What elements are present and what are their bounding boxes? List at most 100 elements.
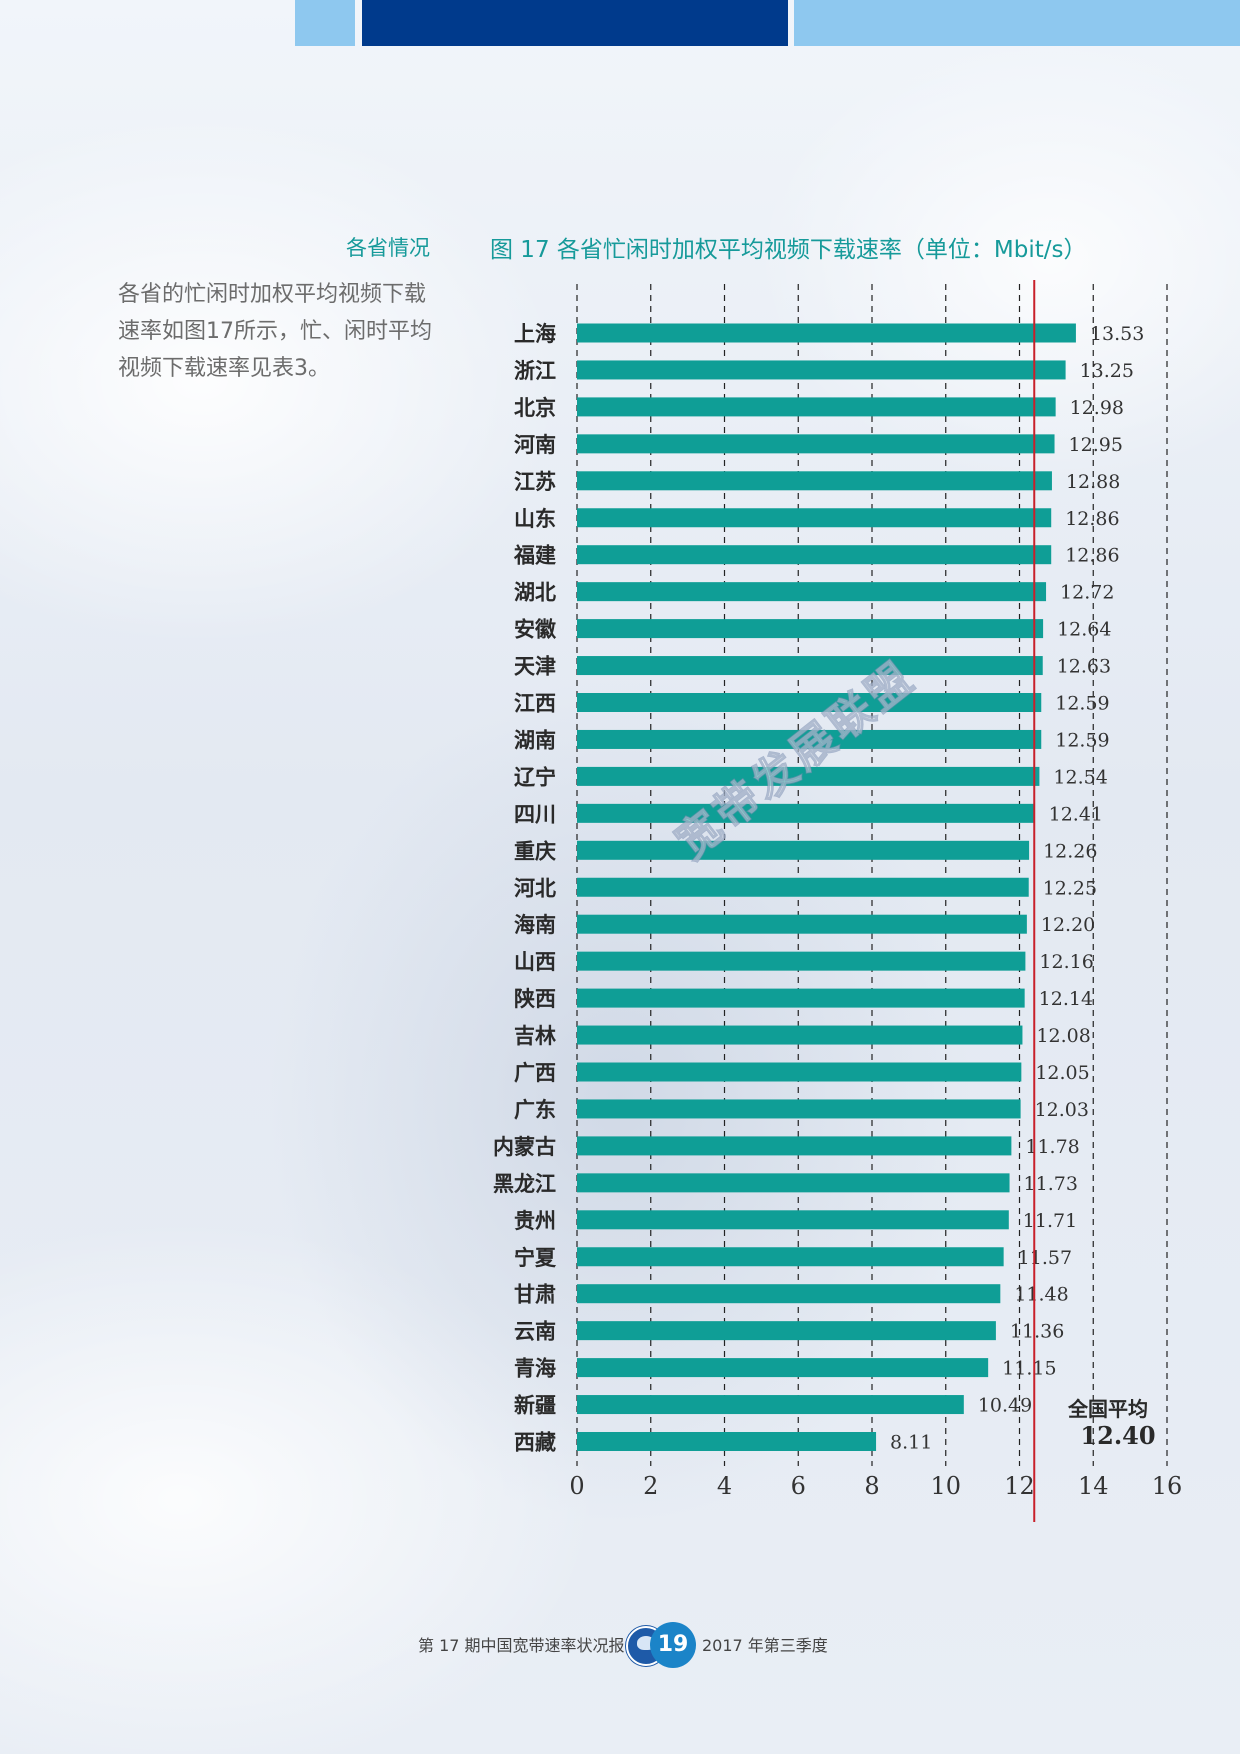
value-label: 12.26 <box>1043 840 1097 862</box>
value-label: 12.16 <box>1039 951 1093 973</box>
bar <box>577 1099 1021 1119</box>
x-tick-label: 4 <box>717 1472 732 1500</box>
bar <box>577 471 1052 491</box>
bar <box>577 1136 1012 1156</box>
category-labels: 上海浙江北京河南江苏山东福建湖北安徽天津江西湖南辽宁四川重庆河北海南山西陕西吉林… <box>493 321 557 1455</box>
bar <box>577 1321 996 1341</box>
bar <box>577 951 1026 971</box>
value-label: 12.63 <box>1057 656 1111 678</box>
value-label: 11.48 <box>1014 1284 1068 1306</box>
bar <box>577 1173 1010 1193</box>
value-label: 12.86 <box>1065 545 1119 567</box>
bar <box>577 397 1056 417</box>
bar <box>577 619 1044 639</box>
bar <box>577 1284 1001 1304</box>
value-label: 13.25 <box>1080 360 1134 382</box>
category-label: 青海 <box>514 1356 556 1381</box>
page-number: 19 <box>650 1622 696 1668</box>
bar <box>577 1358 989 1378</box>
bar <box>577 693 1042 712</box>
x-tick-label: 16 <box>1152 1472 1183 1500</box>
bar <box>577 1062 1022 1082</box>
category-label: 安徽 <box>514 617 557 642</box>
category-label: 贵州 <box>514 1208 556 1233</box>
bar <box>577 656 1043 676</box>
category-label: 广西 <box>514 1060 556 1085</box>
bar <box>577 988 1025 1008</box>
category-label: 上海 <box>514 321 556 346</box>
x-tick-labels: 0 2 4 6 8 10 12 14 16 <box>569 1472 1182 1500</box>
value-label: 11.15 <box>1002 1358 1056 1380</box>
bar <box>577 582 1047 602</box>
value-label: 11.73 <box>1024 1173 1078 1195</box>
category-label: 天津 <box>514 654 556 679</box>
category-label: 湖南 <box>514 727 556 752</box>
category-label: 吉林 <box>514 1023 556 1048</box>
x-tick-label: 12 <box>1004 1472 1035 1500</box>
header-bar-left <box>295 0 355 46</box>
value-labels: 13.53 13.25 12.98 12.95 12.88 12.86 12.86 12.72… <box>890 323 1144 1454</box>
value-label: 12.05 <box>1035 1062 1089 1084</box>
bar <box>577 1210 1009 1230</box>
value-label: 10.49 <box>978 1395 1032 1417</box>
value-label: 11.78 <box>1025 1136 1079 1158</box>
average-value: 12.40 <box>1080 1421 1155 1450</box>
category-label: 辽宁 <box>514 764 556 789</box>
category-label: 海南 <box>514 912 556 937</box>
x-tick-label: 10 <box>930 1472 961 1500</box>
bar <box>577 729 1042 749</box>
value-label: 12.64 <box>1057 619 1111 641</box>
value-label: 12.72 <box>1060 582 1114 604</box>
category-label: 甘肃 <box>514 1282 556 1307</box>
category-label: 湖北 <box>514 580 556 605</box>
value-label: 12.41 <box>1049 803 1103 825</box>
value-label: 12.14 <box>1039 988 1093 1010</box>
category-label: 广东 <box>514 1097 556 1122</box>
section-title: 各省情况 <box>346 236 430 260</box>
value-label: 11.36 <box>1010 1321 1064 1343</box>
value-label: 12.03 <box>1035 1099 1089 1121</box>
bar <box>577 508 1052 528</box>
bar <box>577 434 1055 454</box>
bar <box>577 1395 964 1415</box>
bar <box>577 803 1035 823</box>
bar <box>577 914 1027 934</box>
x-tick-label: 14 <box>1078 1472 1109 1500</box>
value-label: 13.53 <box>1090 323 1144 345</box>
category-label: 山西 <box>514 949 556 974</box>
x-tick-label: 6 <box>791 1472 806 1500</box>
x-tick-label: 0 <box>569 1472 584 1500</box>
header-bar-center <box>362 0 788 46</box>
category-label: 陕西 <box>514 986 556 1011</box>
x-tick-label: 2 <box>643 1472 658 1500</box>
value-label: 11.57 <box>1018 1247 1072 1269</box>
bar <box>577 1025 1023 1045</box>
intro-paragraph: 各省的忙闲时加权平均视频下载速率如图17所示，忙、闲时平均视频下载速率见表3。 <box>118 282 432 381</box>
value-label: 11.71 <box>1023 1210 1077 1232</box>
category-label: 黑龙江 <box>493 1171 556 1196</box>
value-label: 12.86 <box>1065 508 1119 530</box>
value-label: 12.98 <box>1070 397 1124 419</box>
value-label: 12.54 <box>1053 766 1107 788</box>
footer-report-title: 第 17 期中国宽带速率状况报告 <box>418 1636 641 1655</box>
category-label: 四川 <box>514 801 556 826</box>
average-label: 全国平均 <box>1067 1397 1148 1421</box>
value-label: 12.08 <box>1036 1025 1090 1047</box>
grid-lines <box>576 284 1168 1466</box>
value-label: 12.20 <box>1041 914 1095 936</box>
category-label: 江苏 <box>514 469 556 494</box>
x-tick-label: 8 <box>864 1472 879 1500</box>
category-label: 山东 <box>514 506 556 531</box>
category-label: 北京 <box>514 395 556 420</box>
value-label: 12.95 <box>1069 434 1123 456</box>
value-label: 8.11 <box>890 1432 932 1454</box>
footer-quarter: 2017 年第三季度 <box>702 1636 828 1655</box>
category-label: 江西 <box>514 691 556 716</box>
bar <box>577 360 1066 380</box>
bar <box>577 840 1030 860</box>
bar <box>577 1247 1004 1267</box>
bar <box>577 545 1052 565</box>
chart-title: 图 17 各省忙闲时加权平均视频下载速率（单位：Mbit/s） <box>490 237 1087 263</box>
